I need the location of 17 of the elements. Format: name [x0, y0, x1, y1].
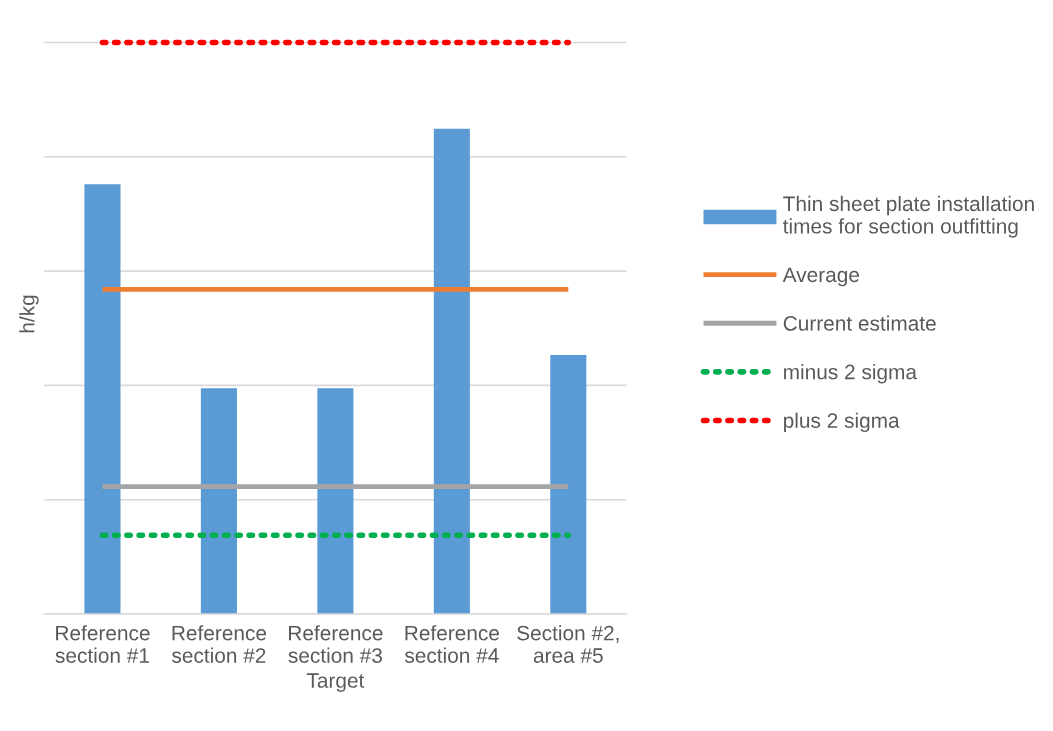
bar	[200, 388, 237, 615]
legend-label: Thin sheet plate installation times for section outfitting	[783, 195, 1034, 238]
x-tick-label: Reference section #1	[55, 625, 150, 663]
x-axis-title: Target	[306, 673, 365, 692]
bar	[317, 388, 354, 615]
bar	[84, 184, 121, 615]
x-tick-label: Reference section #2	[172, 625, 267, 663]
legend-label: plus 2 sigma	[784, 412, 900, 433]
x-tick-label: Reference section #4	[404, 625, 499, 663]
y-axis-title: h/kg	[19, 295, 39, 333]
bar	[550, 355, 587, 615]
legend-label: Current estimate	[783, 315, 936, 331]
bar	[433, 128, 470, 615]
legend-label: Average	[782, 267, 859, 287]
x-tick-label: Section #2, area #5	[517, 625, 619, 663]
legend-label: minus 2 sigma	[784, 364, 917, 384]
x-tick-label: Reference section #3	[288, 625, 383, 663]
